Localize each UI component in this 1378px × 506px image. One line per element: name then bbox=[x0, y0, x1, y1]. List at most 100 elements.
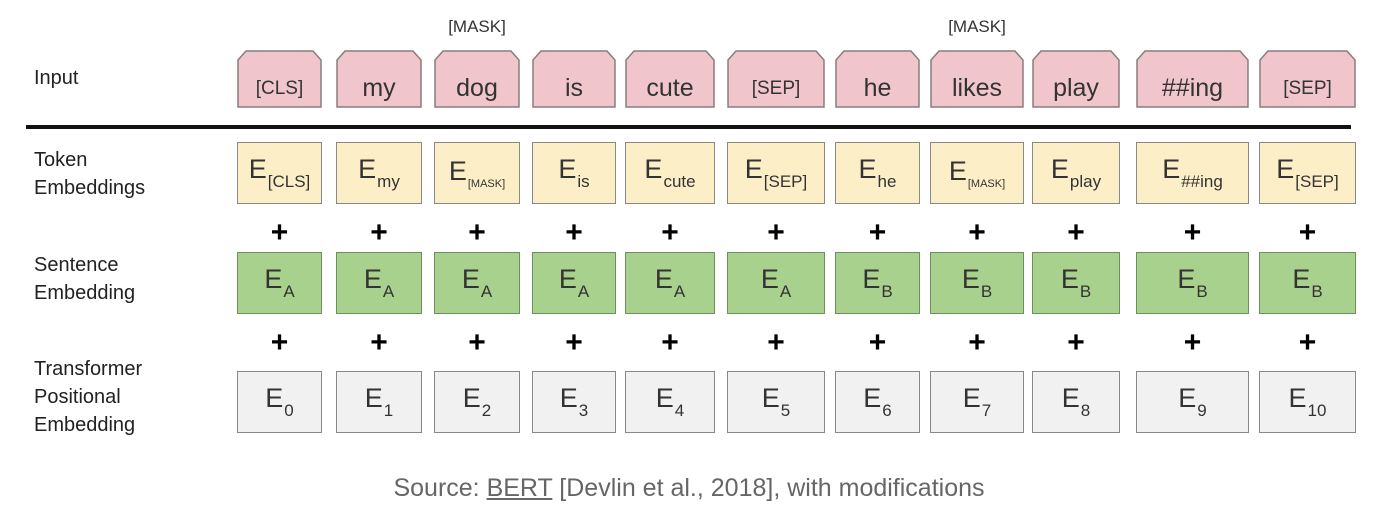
positional-embedding-box: E10 bbox=[1259, 371, 1356, 433]
token-column: [SEP] E[SEP] + EB + E10 bbox=[1259, 50, 1356, 450]
embedding-subscript: 9 bbox=[1197, 401, 1207, 420]
embedding-subscript: A bbox=[779, 282, 792, 301]
embedding-subscript: B bbox=[1196, 282, 1208, 301]
embedding-letter: EA bbox=[363, 264, 395, 301]
caption-suffix: [Devlin et al., 2018], with modification… bbox=[552, 474, 985, 502]
plus-sign: + bbox=[767, 326, 785, 359]
embedding-subscript: 10 bbox=[1307, 401, 1327, 420]
embedding-subscript: A bbox=[382, 282, 395, 301]
embedding-letter: E##ing bbox=[1162, 154, 1223, 191]
embedding-letter: E7 bbox=[962, 383, 992, 420]
positional-embedding-box: E2 bbox=[434, 371, 520, 433]
sentence-label-line1: Sentence bbox=[34, 254, 119, 276]
embedding-subscript: is bbox=[577, 172, 590, 191]
embedding-letter: E5 bbox=[761, 383, 791, 420]
embedding-letter: E3 bbox=[559, 383, 589, 420]
row-label-positional-embedding: Transformer Positional Embedding bbox=[34, 355, 142, 439]
plus-sign: + bbox=[270, 326, 289, 359]
caption-link-bert[interactable]: BERT bbox=[486, 474, 553, 502]
embedding-subscript: [SEP] bbox=[763, 172, 808, 191]
token-embedding-box: Emy bbox=[336, 142, 422, 204]
sentence-embedding-box: EA bbox=[532, 252, 616, 314]
input-token-shape bbox=[727, 50, 825, 108]
token-label-line1: Token bbox=[34, 149, 88, 171]
input-token-shape bbox=[835, 50, 920, 108]
plus-sign: + bbox=[1298, 216, 1317, 249]
mask-label: [MASK] bbox=[448, 17, 506, 36]
embedding-subscript: 3 bbox=[578, 401, 589, 420]
embedding-letter: E10 bbox=[1288, 383, 1327, 420]
plus-sign: + bbox=[370, 326, 388, 359]
embedding-letter: EB bbox=[1292, 264, 1323, 301]
embedding-letter: E[CLS] bbox=[248, 154, 311, 191]
embedding-subscript: A bbox=[577, 282, 590, 301]
embedding-letter: EB bbox=[1177, 264, 1208, 301]
embedding-subscript: cute bbox=[663, 172, 696, 191]
input-token-box: ##ing bbox=[1136, 50, 1249, 108]
input-token-shape bbox=[237, 50, 322, 108]
embedding-subscript: 2 bbox=[481, 401, 492, 420]
sentence-embedding-box: EA bbox=[434, 252, 520, 314]
input-token-text: likes bbox=[951, 74, 1002, 102]
positional-embedding-box: E3 bbox=[532, 371, 616, 433]
token-column: is Eis + EA + E3 bbox=[532, 50, 616, 450]
plus-sign: + bbox=[767, 216, 785, 249]
embedding-letter: EA bbox=[760, 264, 792, 301]
row-label-input: Input bbox=[34, 67, 79, 89]
input-token-shape bbox=[1032, 50, 1120, 108]
token-embedding-box: E[SEP] bbox=[727, 142, 825, 204]
positional-embedding-box: E9 bbox=[1136, 371, 1249, 433]
embedding-subscript: he bbox=[877, 172, 897, 191]
embedding-subscript: play bbox=[1069, 172, 1102, 191]
embedding-letter: E[SEP] bbox=[744, 154, 808, 191]
token-embedding-box: E[MASK] bbox=[930, 142, 1024, 204]
pos-label-line3: Embedding bbox=[34, 414, 136, 436]
embedding-subscript: A bbox=[480, 282, 493, 301]
embedding-subscript: my bbox=[377, 172, 400, 191]
pos-label-line2: Positional bbox=[34, 386, 121, 408]
input-token-text: [SEP] bbox=[1283, 78, 1332, 99]
token-embedding-box: E[SEP] bbox=[1259, 142, 1356, 204]
token-column: [CLS] E[CLS] + EA + E0 bbox=[237, 50, 322, 450]
plus-sign: + bbox=[1067, 326, 1085, 359]
plus-sign: + bbox=[968, 326, 986, 359]
plus-sign: + bbox=[1298, 326, 1317, 359]
token-column: play Eplay + EB + E8 bbox=[1032, 50, 1120, 450]
token-column: my Emy + EA + E1 bbox=[336, 50, 422, 450]
positional-embedding-box: E1 bbox=[336, 371, 422, 433]
embedding-subscript: 5 bbox=[780, 401, 791, 420]
embedding-letter: E0 bbox=[265, 383, 294, 420]
sentence-embedding-box: EA bbox=[727, 252, 825, 314]
embedding-letter: E6 bbox=[863, 383, 892, 420]
embedding-subscript: B bbox=[1079, 282, 1092, 301]
embedding-subscript: B bbox=[980, 282, 993, 301]
input-token-shape bbox=[930, 50, 1024, 108]
embedding-subscript: 1 bbox=[383, 401, 394, 420]
positional-embedding-box: E7 bbox=[930, 371, 1024, 433]
plus-sign: + bbox=[868, 216, 887, 249]
embedding-letter: EA bbox=[264, 264, 295, 301]
sentence-embedding-box: EA bbox=[625, 252, 715, 314]
input-token-shape bbox=[336, 50, 422, 108]
input-token-text: dog bbox=[456, 74, 498, 102]
embedding-letter: EB bbox=[961, 264, 993, 301]
embedding-letter: Ecute bbox=[644, 154, 696, 191]
plus-sign: + bbox=[1067, 216, 1085, 249]
input-token-box: [CLS] bbox=[237, 50, 322, 108]
embedding-subscript: ##ing bbox=[1181, 172, 1223, 191]
input-token-text: cute bbox=[646, 74, 694, 102]
pos-label-line1: Transformer bbox=[34, 358, 143, 380]
positional-embedding-box: E4 bbox=[625, 371, 715, 433]
positional-embedding-box: E5 bbox=[727, 371, 825, 433]
input-token-text: [SEP] bbox=[751, 78, 801, 99]
token-embedding-box: Eis bbox=[532, 142, 616, 204]
embedding-subscript: [MASK] bbox=[467, 178, 506, 190]
positional-embedding-box: E0 bbox=[237, 371, 322, 433]
embedding-letter: E4 bbox=[655, 383, 685, 420]
embedding-subscript: 4 bbox=[674, 401, 685, 420]
input-token-shape bbox=[625, 50, 715, 108]
plus-sign: + bbox=[661, 216, 679, 249]
embedding-letter: Ehe bbox=[858, 154, 897, 191]
input-token-box: he bbox=[835, 50, 920, 108]
embedding-subscript: 0 bbox=[284, 401, 294, 420]
